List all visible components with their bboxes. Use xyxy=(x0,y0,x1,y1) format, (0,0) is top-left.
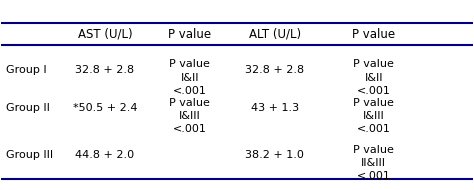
Text: 43 + 1.3: 43 + 1.3 xyxy=(251,103,299,113)
Text: 32.8 + 2.8: 32.8 + 2.8 xyxy=(245,65,304,75)
Text: Group I: Group I xyxy=(6,65,47,75)
Text: Group III: Group III xyxy=(6,150,53,160)
Text: P value
I&II
<.001: P value I&II <.001 xyxy=(169,59,210,96)
Text: 32.8 + 2.8: 32.8 + 2.8 xyxy=(75,65,135,75)
Text: 44.8 + 2.0: 44.8 + 2.0 xyxy=(75,150,135,160)
Text: P value
I&III
<.001: P value I&III <.001 xyxy=(353,98,394,134)
Text: P value
II&III
<.001: P value II&III <.001 xyxy=(353,145,394,181)
Text: ALT (U/L): ALT (U/L) xyxy=(249,28,301,41)
Text: AST (U/L): AST (U/L) xyxy=(78,28,132,41)
Text: P value: P value xyxy=(352,28,395,41)
Text: Group II: Group II xyxy=(6,103,50,113)
Text: 38.2 + 1.0: 38.2 + 1.0 xyxy=(245,150,304,160)
Text: *50.5 + 2.4: *50.5 + 2.4 xyxy=(73,103,137,113)
Text: P value: P value xyxy=(168,28,211,41)
Text: P value
I&III
<.001: P value I&III <.001 xyxy=(169,98,210,134)
Text: P value
I&II
<.001: P value I&II <.001 xyxy=(353,59,394,96)
